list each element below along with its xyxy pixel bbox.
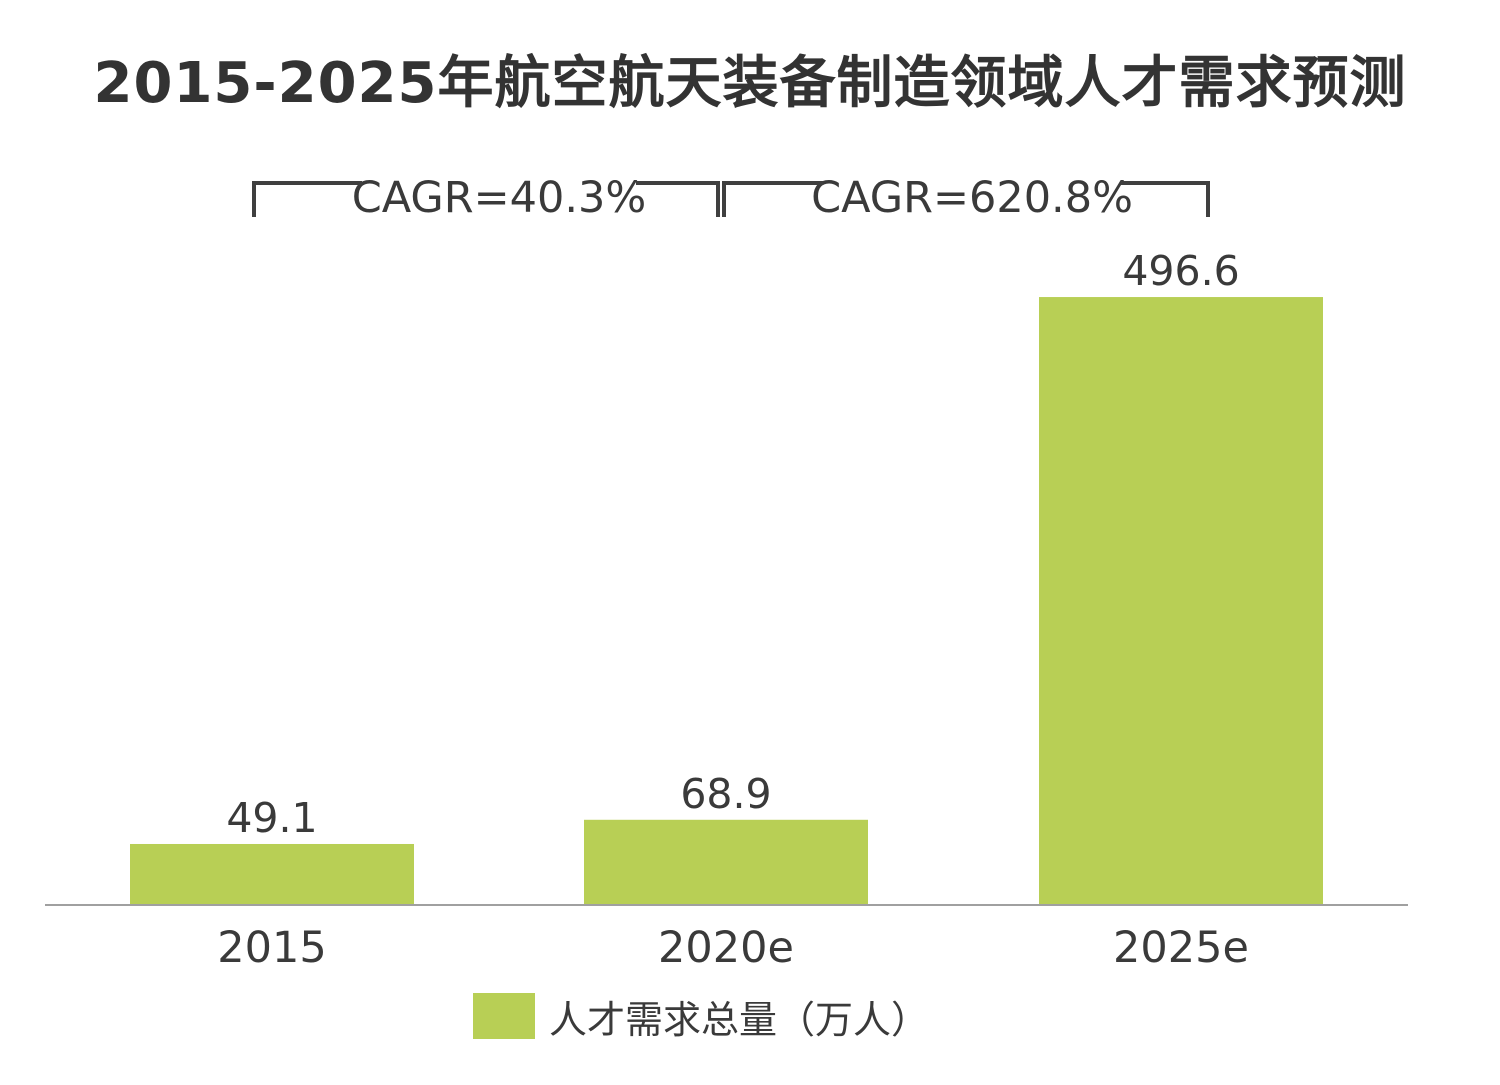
bar-2025e bbox=[1039, 297, 1323, 904]
bars bbox=[130, 297, 1323, 904]
cagr-annotations: CAGR=40.3% CAGR=620.8% bbox=[252, 173, 1210, 223]
x-tick-labels: 2015 2020e 2025e bbox=[217, 923, 1249, 973]
cagr-bracket-1: CAGR=40.3% bbox=[252, 173, 720, 223]
cagr-label-2: CAGR=620.8% bbox=[811, 173, 1133, 223]
cagr-bracket-right-arm-1 bbox=[636, 181, 720, 217]
bar-2020e bbox=[584, 819, 868, 904]
cagr-bracket-right-arm-2 bbox=[1120, 181, 1210, 217]
cagr-bracket-left-arm-1 bbox=[252, 181, 362, 217]
cagr-bracket-left-arm-2 bbox=[722, 181, 824, 217]
data-label-2020e: 68.9 bbox=[680, 770, 771, 818]
x-tick-label-2015: 2015 bbox=[217, 923, 326, 973]
data-label-2025e: 496.6 bbox=[1122, 247, 1239, 295]
data-label-2015: 49.1 bbox=[226, 794, 317, 842]
x-tick-label-2020e: 2020e bbox=[658, 923, 794, 973]
legend-label: 人才需求总量（万人） bbox=[549, 997, 930, 1042]
bar-2015 bbox=[130, 843, 414, 904]
x-tick-label-2025e: 2025e bbox=[1113, 923, 1249, 973]
data-labels: 49.1 68.9 496.6 bbox=[226, 247, 1239, 842]
cagr-label-1: CAGR=40.3% bbox=[352, 173, 647, 223]
chart-title: 2015-2025年航空航天装备制造领域人才需求预测 bbox=[93, 51, 1407, 116]
cagr-bracket-2: CAGR=620.8% bbox=[722, 173, 1210, 223]
legend-swatch bbox=[473, 993, 535, 1039]
legend: 人才需求总量（万人） bbox=[473, 992, 929, 1042]
